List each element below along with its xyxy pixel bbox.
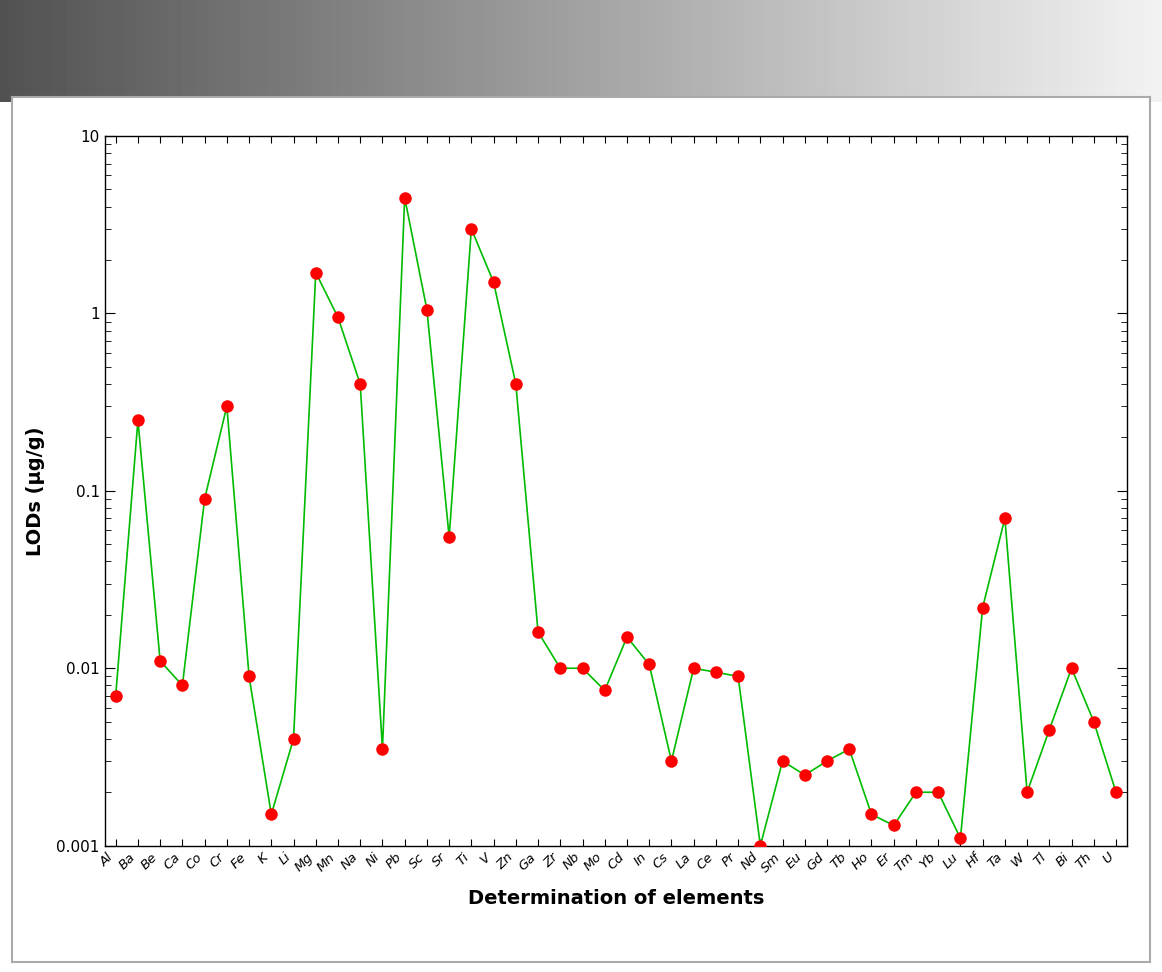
X-axis label: Determination of elements: Determination of elements (467, 888, 765, 908)
Y-axis label: LODs (μg/g): LODs (μg/g) (27, 426, 45, 556)
